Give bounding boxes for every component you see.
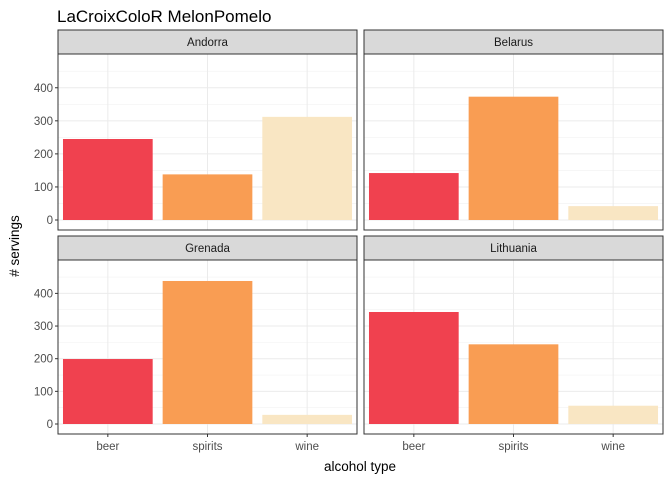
chart-title: LaCroixColoR MelonPomelo: [57, 7, 271, 26]
facet-panel-grenada: Grenada 0 100 200 300 400 beer spirits wine: [34, 236, 357, 453]
x-tick-label: beer: [402, 441, 425, 453]
y-tick-label: 400: [34, 83, 53, 95]
y-axis-title: # servings: [7, 215, 22, 277]
facet-strip-label: Andorra: [187, 37, 229, 49]
y-tick-label: 100: [34, 386, 53, 398]
facet-strip-label: Belarus: [494, 37, 533, 49]
facet-strip-label: Lithuania: [490, 243, 537, 255]
facet-strip-label: Grenada: [185, 243, 230, 255]
y-tick-label: 200: [34, 354, 53, 366]
bar-grenada-beer: [63, 359, 153, 424]
x-tick-label: beer: [96, 441, 119, 453]
x-tick-label: spirits: [192, 441, 222, 453]
y-tick-label: 400: [34, 288, 53, 300]
y-tick-label: 0: [47, 419, 53, 431]
bar-andorra-wine: [262, 117, 352, 220]
bar-lithuania-spirits: [469, 344, 559, 424]
x-tick-label: wine: [294, 441, 319, 453]
y-tick-label: 100: [34, 182, 53, 194]
bar-belarus-wine: [568, 206, 658, 220]
bar-andorra-spirits: [163, 174, 253, 220]
y-tick-label: 300: [34, 116, 53, 128]
facet-panel-andorra: Andorra 0 100 200 300 400: [34, 30, 357, 230]
bar-belarus-spirits: [469, 97, 559, 220]
bar-lithuania-beer: [369, 312, 459, 424]
bar-belarus-beer: [369, 173, 459, 220]
bar-grenada-spirits: [163, 281, 253, 424]
facet-panel-lithuania: Lithuania beer spirits wine: [364, 236, 663, 453]
facet-panels: Andorra 0 100 200 300 400 Belarus Grenada 0 100 20…: [34, 30, 663, 453]
bar-grenada-wine: [262, 415, 352, 424]
bar-andorra-beer: [63, 139, 153, 220]
x-tick-label: wine: [600, 441, 625, 453]
facet-panel-belarus: Belarus: [364, 30, 663, 230]
y-tick-label: 200: [34, 149, 53, 161]
y-tick-label: 0: [47, 215, 53, 227]
y-tick-label: 300: [34, 321, 53, 333]
x-axis-title: alcohol type: [324, 459, 396, 474]
x-tick-label: spirits: [498, 441, 528, 453]
bar-lithuania-wine: [568, 406, 658, 424]
